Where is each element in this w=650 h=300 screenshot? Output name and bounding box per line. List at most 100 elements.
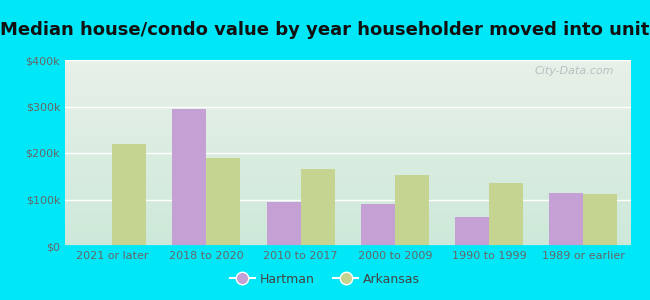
Bar <box>65 80 630 81</box>
Bar <box>65 64 630 65</box>
Bar <box>65 95 630 96</box>
Bar <box>172 109 207 246</box>
Bar <box>549 193 584 246</box>
Bar <box>65 236 630 237</box>
Bar <box>65 180 630 181</box>
Bar <box>65 85 630 86</box>
Bar <box>65 99 630 100</box>
Bar <box>65 109 630 110</box>
Bar <box>65 67 630 68</box>
Bar <box>65 218 630 219</box>
Bar <box>65 151 630 152</box>
Bar <box>65 224 630 225</box>
Bar <box>65 146 630 147</box>
Bar <box>65 76 630 77</box>
Bar <box>65 112 630 113</box>
Bar <box>65 69 630 70</box>
Bar <box>65 136 630 137</box>
Bar <box>65 185 630 186</box>
Bar <box>266 202 301 246</box>
Bar <box>65 166 630 167</box>
Bar <box>65 235 630 236</box>
Bar <box>65 140 630 141</box>
Bar <box>65 201 630 202</box>
Bar <box>65 90 630 91</box>
Bar <box>65 198 630 199</box>
Bar <box>361 204 395 246</box>
Bar <box>65 243 630 244</box>
Bar <box>65 202 630 203</box>
Bar <box>65 200 630 201</box>
Bar <box>65 239 630 240</box>
Bar <box>65 231 630 232</box>
Bar <box>65 159 630 160</box>
Bar <box>65 207 630 208</box>
Bar <box>65 189 630 190</box>
Bar <box>65 120 630 121</box>
Bar <box>65 163 630 164</box>
Bar <box>65 113 630 114</box>
Bar <box>65 62 630 63</box>
Bar <box>65 217 630 218</box>
Bar <box>65 94 630 95</box>
Bar <box>65 148 630 149</box>
Bar <box>65 234 630 235</box>
Bar <box>65 115 630 116</box>
Bar <box>65 150 630 151</box>
Bar <box>65 138 630 139</box>
Bar <box>65 78 630 79</box>
Bar <box>65 187 630 188</box>
Bar <box>65 61 630 62</box>
Bar <box>65 196 630 197</box>
Bar <box>65 155 630 156</box>
Text: City-Data.com: City-Data.com <box>534 66 614 76</box>
Bar <box>65 245 630 246</box>
Bar <box>65 96 630 97</box>
Bar <box>65 154 630 155</box>
Bar <box>65 74 630 75</box>
Bar <box>65 111 630 112</box>
Bar <box>65 168 630 169</box>
Bar <box>65 186 630 187</box>
Bar <box>65 167 630 168</box>
Bar <box>65 182 630 183</box>
Bar <box>65 210 630 211</box>
Bar <box>65 65 630 66</box>
Bar <box>65 63 630 64</box>
Bar <box>65 219 630 220</box>
Bar <box>65 232 630 233</box>
Bar <box>65 139 630 140</box>
Bar <box>65 119 630 120</box>
Bar <box>65 124 630 125</box>
Bar <box>65 192 630 193</box>
Bar <box>65 204 630 205</box>
Bar <box>65 128 630 129</box>
Bar <box>65 134 630 135</box>
Bar <box>65 177 630 178</box>
Bar <box>65 83 630 84</box>
Bar <box>65 162 630 163</box>
Bar <box>65 181 630 182</box>
Bar <box>65 199 630 200</box>
Bar <box>65 188 630 189</box>
Bar <box>65 205 630 206</box>
Bar <box>65 147 630 148</box>
Bar <box>65 77 630 78</box>
Bar <box>65 193 630 194</box>
Bar <box>65 208 630 209</box>
Bar <box>65 190 630 191</box>
Bar <box>65 241 630 242</box>
Bar <box>65 157 630 158</box>
Bar <box>489 183 523 246</box>
Bar <box>65 160 630 161</box>
Bar <box>65 98 630 99</box>
Bar <box>65 143 630 144</box>
Bar <box>65 172 630 173</box>
Bar <box>65 141 630 142</box>
Bar <box>65 103 630 104</box>
Bar <box>65 153 630 154</box>
Bar <box>65 171 630 172</box>
Bar <box>65 206 630 207</box>
Bar <box>65 121 630 122</box>
Bar <box>65 118 630 119</box>
